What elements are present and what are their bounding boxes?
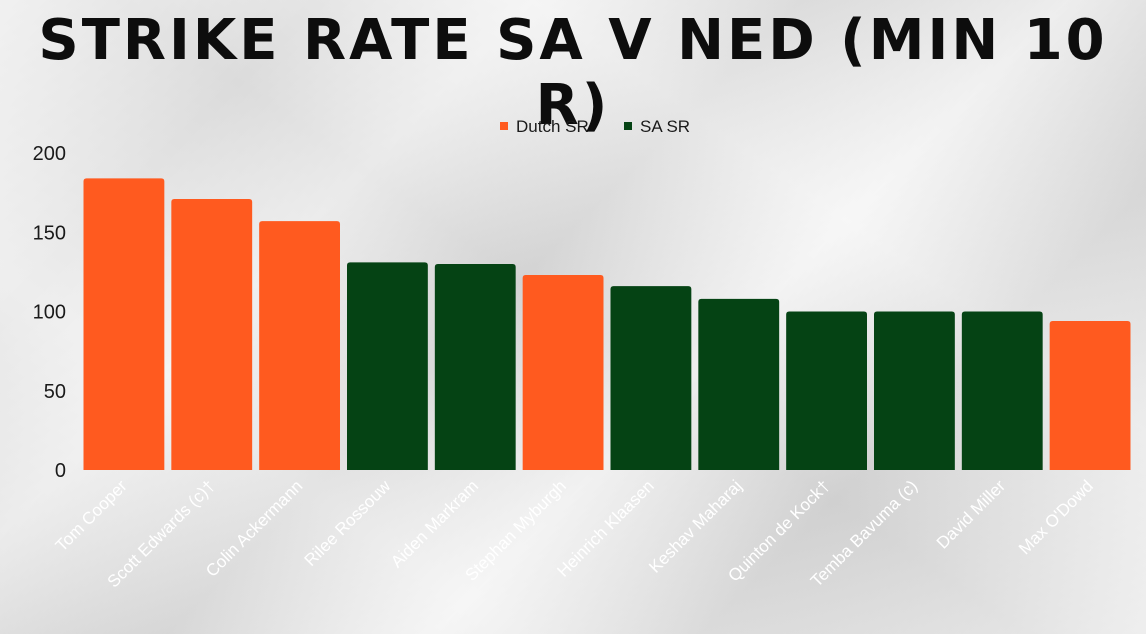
y-tick-label: 0	[55, 460, 66, 482]
y-tick-label: 200	[33, 143, 66, 165]
bar	[434, 263, 516, 470]
legend-swatch	[500, 122, 508, 130]
chart-title: STRIKE RATE SA V NED (MIN 10 R)	[38, 8, 1108, 138]
bar	[347, 262, 428, 470]
bar	[786, 311, 867, 470]
legend-label: Dutch SR	[516, 117, 589, 136]
legend-label: SA SR	[640, 117, 690, 136]
x-tick-label: Colin Ackermann	[202, 476, 306, 580]
bar	[698, 298, 780, 470]
bar	[610, 286, 692, 470]
x-tick-label: Heinrich Klaasen	[553, 476, 657, 580]
bar	[259, 221, 340, 470]
x-tick-label: Aiden Markram	[387, 476, 482, 571]
y-tick-label: 50	[44, 381, 66, 403]
x-tick-label: Keshav Maharaj	[645, 476, 745, 576]
bar	[522, 275, 604, 470]
legend-swatch	[624, 122, 632, 130]
x-tick-label: David Miller	[933, 476, 1009, 552]
bar	[1049, 321, 1131, 470]
bar	[961, 311, 1043, 470]
bar	[874, 311, 955, 470]
x-tick-label: Tom Cooper	[52, 476, 131, 555]
bar	[83, 178, 165, 471]
x-tick-label: Rilee Rossouw	[301, 476, 395, 570]
y-tick-label: 100	[33, 302, 66, 324]
x-tick-label: Max O'Dowd	[1015, 476, 1097, 558]
y-tick-label: 150	[33, 222, 66, 244]
bar	[171, 198, 253, 470]
